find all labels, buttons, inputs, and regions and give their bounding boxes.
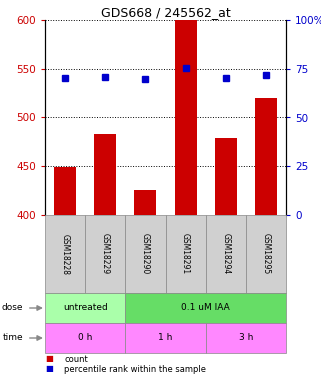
- Text: 3 h: 3 h: [239, 333, 253, 342]
- Text: time: time: [2, 333, 23, 342]
- Bar: [125, 215, 166, 293]
- Bar: [206, 215, 246, 293]
- Text: GSM18295: GSM18295: [261, 233, 270, 274]
- Bar: [246, 215, 286, 293]
- Bar: [45, 293, 125, 323]
- Text: 0 h: 0 h: [78, 333, 92, 342]
- Bar: [125, 323, 206, 353]
- Text: GSM18291: GSM18291: [181, 233, 190, 274]
- Text: GSM18294: GSM18294: [221, 233, 230, 274]
- Text: 1 h: 1 h: [158, 333, 173, 342]
- Text: 0.1 uM IAA: 0.1 uM IAA: [181, 303, 230, 312]
- Bar: [255, 98, 277, 215]
- Bar: [215, 138, 237, 215]
- Text: GSM18229: GSM18229: [101, 233, 110, 274]
- Text: ■: ■: [45, 354, 53, 363]
- Text: GSM18290: GSM18290: [141, 233, 150, 274]
- Bar: [175, 20, 197, 215]
- Text: percentile rank within the sample: percentile rank within the sample: [64, 364, 206, 374]
- Text: untreated: untreated: [63, 303, 108, 312]
- Bar: [45, 215, 85, 293]
- Bar: [166, 215, 206, 293]
- Title: GDS668 / 245562_at: GDS668 / 245562_at: [100, 6, 230, 19]
- Bar: [85, 215, 125, 293]
- Bar: [54, 167, 76, 215]
- Bar: [45, 323, 125, 353]
- Bar: [94, 134, 116, 215]
- Bar: [206, 323, 286, 353]
- Bar: [125, 293, 286, 323]
- Text: GSM18228: GSM18228: [61, 234, 70, 274]
- Text: count: count: [64, 354, 88, 363]
- Bar: [134, 190, 156, 215]
- Text: ■: ■: [45, 364, 53, 374]
- Text: dose: dose: [1, 303, 23, 312]
